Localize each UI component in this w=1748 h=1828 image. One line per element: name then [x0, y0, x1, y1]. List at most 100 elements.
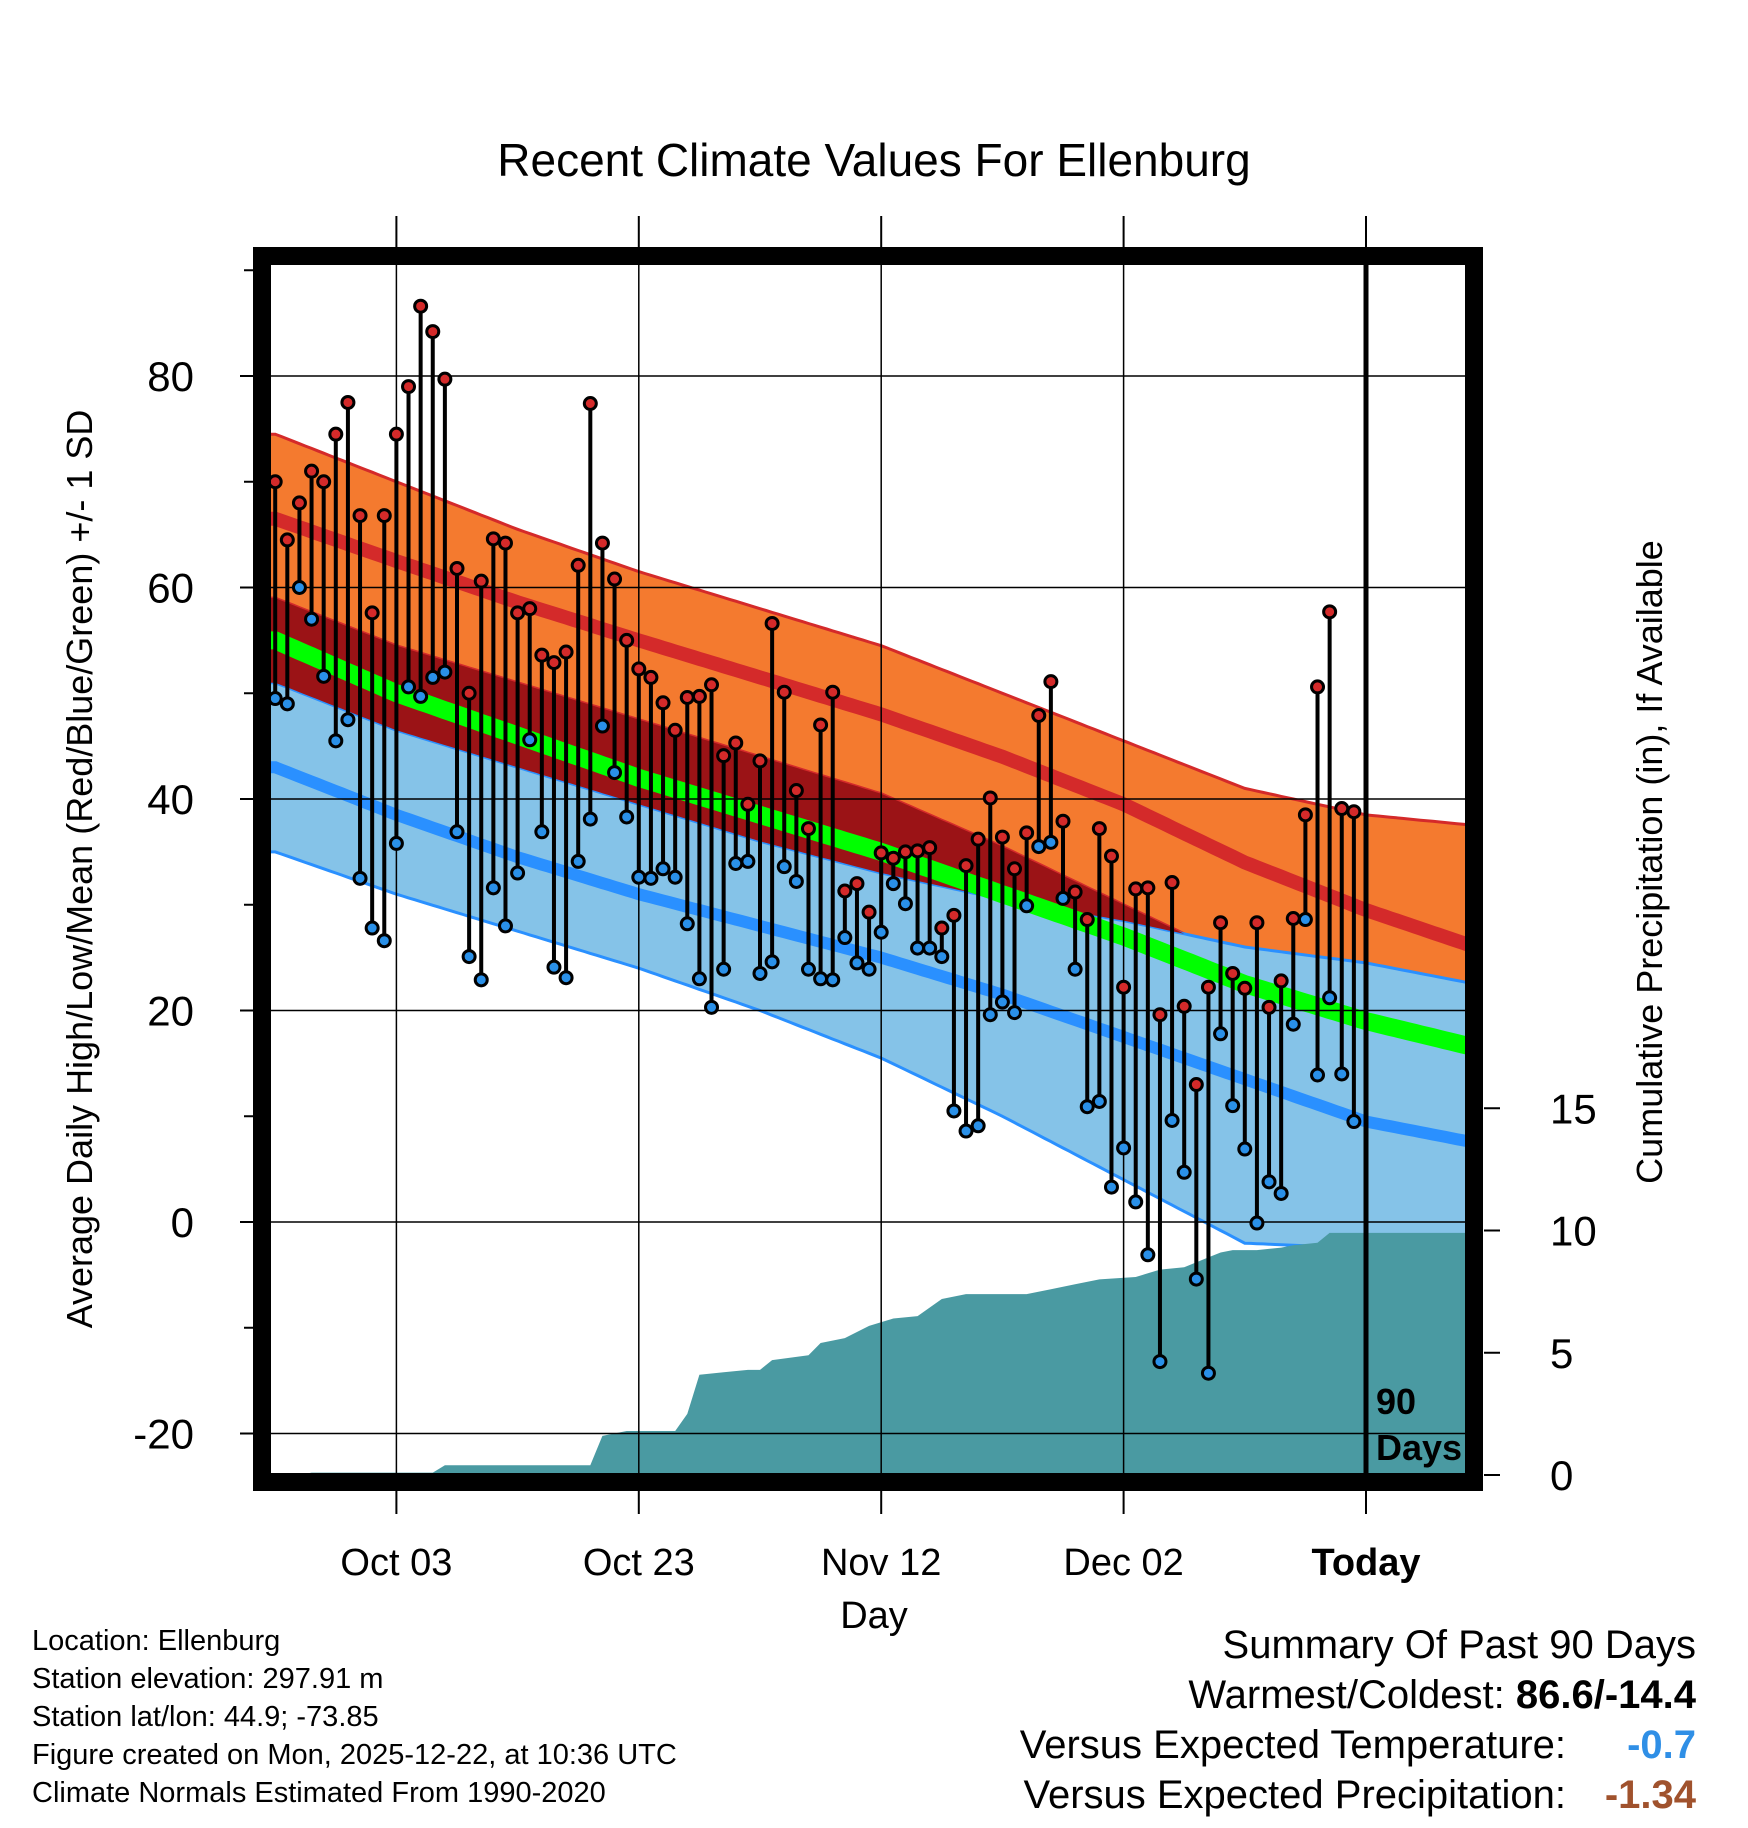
daily-low-point [1152, 1354, 1168, 1370]
daily-high-point [946, 907, 962, 923]
daily-low-point [994, 994, 1010, 1010]
daily-low-point [1249, 1215, 1265, 1231]
daily-low-point [667, 869, 683, 885]
daily-high-point [1213, 915, 1229, 931]
precip-anomaly-value: -1.34 [1604, 1773, 1696, 1817]
daily-low-point [861, 961, 877, 977]
y2-tick-label: 10 [1550, 1208, 1597, 1255]
daily-high-point [304, 463, 320, 479]
y-tick-label: 80 [147, 353, 194, 400]
daily-high-point [1249, 915, 1265, 931]
daily-high-point [958, 858, 974, 874]
daily-high-point [1140, 880, 1156, 896]
temp-anomaly-value: -0.7 [1627, 1723, 1696, 1767]
daily-high-point [1116, 979, 1132, 995]
daily-low-point [510, 865, 526, 881]
daily-low-point [825, 972, 841, 988]
daily-high-point [1007, 861, 1023, 877]
daily-high-point [691, 688, 707, 704]
daily-low-point [473, 972, 489, 988]
daily-low-point [352, 870, 368, 886]
daily-high-point [1322, 604, 1338, 620]
daily-high-point [1128, 881, 1144, 897]
daily-high-point [425, 324, 441, 340]
daily-high-point [1055, 813, 1071, 829]
daily-high-point [1152, 1007, 1168, 1023]
temp-anomaly-row: Versus Expected Temperature: -0.7 [1020, 1720, 1696, 1770]
daily-low-point [1273, 1185, 1289, 1201]
y-tick-label: 20 [147, 988, 194, 1035]
daily-low-point [800, 961, 816, 977]
daily-high-point [1079, 912, 1095, 928]
warmest-coldest-row: Warmest/Coldest: 86.6/-14.4 [1020, 1670, 1696, 1720]
daily-low-point [1261, 1174, 1277, 1190]
daily-low-point [376, 933, 392, 949]
y-axis-label: Average Daily High/Low/Mean (Red/Blue/Gr… [59, 410, 100, 1329]
daily-low-point [316, 668, 332, 684]
y2-tick-label: 15 [1550, 1085, 1597, 1132]
daily-high-point [1237, 980, 1253, 996]
daily-high-point [1225, 965, 1241, 981]
daily-high-point [1200, 979, 1216, 995]
daily-high-point [461, 685, 477, 701]
daily-high-point [1346, 804, 1362, 820]
daily-high-point [837, 883, 853, 899]
daily-low-point [1091, 1093, 1107, 1109]
daily-low-point [740, 853, 756, 869]
precip-anomaly-row: Versus Expected Precipitation: -1.34 [1020, 1770, 1696, 1820]
daily-high-point [413, 298, 429, 314]
daily-low-point [364, 920, 380, 936]
summary-heading: Summary Of Past 90 Days [1222, 1623, 1696, 1667]
daily-high-point [679, 689, 695, 705]
daily-low-point [691, 971, 707, 987]
daily-low-point [837, 930, 853, 946]
daily-high-point [619, 632, 635, 648]
y-tick-label: 60 [147, 565, 194, 612]
daily-low-point [328, 733, 344, 749]
days-marker-label-text: Days [1376, 1427, 1462, 1468]
normal-bands [267, 432, 1474, 1256]
daily-high-point [279, 532, 295, 548]
daily-low-point [970, 1118, 986, 1134]
daily-high-point [352, 508, 368, 524]
latlon-text: Station lat/lon: 44.9; -73.85 [32, 1701, 379, 1733]
daily-high-point [522, 601, 538, 617]
warmest-label: Warmest/Coldest: [1188, 1673, 1516, 1717]
daily-low-point [716, 961, 732, 977]
daily-high-point [934, 920, 950, 936]
daily-high-point [643, 669, 659, 685]
y-tick-label: 40 [147, 776, 194, 823]
daily-low-point [1140, 1247, 1156, 1263]
daily-high-point [631, 661, 647, 677]
normals-text: Climate Normals Estimated From 1990-2020 [32, 1777, 606, 1809]
precipitation-layer [275, 1232, 1474, 1475]
x-tick-label: Today [1311, 1542, 1420, 1584]
daily-high-point [873, 845, 889, 861]
daily-high-point [704, 677, 720, 693]
daily-low-point [1225, 1098, 1241, 1114]
daily-high-point [1103, 848, 1119, 864]
daily-high-point [1091, 821, 1107, 837]
daily-low-point [934, 949, 950, 965]
daily-low-point [897, 896, 913, 912]
daily-low-point [607, 765, 623, 781]
daily-low-point [1079, 1099, 1095, 1115]
daily-low-point [813, 971, 829, 987]
daily-low-point [643, 870, 659, 886]
daily-low-point [413, 688, 429, 704]
daily-low-point [340, 712, 356, 728]
y2-tick-label: 5 [1550, 1330, 1573, 1377]
daily-low-point [946, 1103, 962, 1119]
daily-high-point [473, 573, 489, 589]
daily-low-point [291, 580, 307, 595]
elevation-text: Station elevation: 297.91 m [32, 1663, 384, 1695]
daily-high-point [897, 844, 913, 860]
daily-low-point [776, 859, 792, 875]
y2-tick-label: 0 [1550, 1452, 1573, 1499]
x-tick-label: Dec 02 [1063, 1542, 1183, 1584]
daily-high-point [788, 783, 804, 799]
daily-high-point [291, 495, 307, 511]
daily-high-point [607, 571, 623, 587]
daily-low-point [752, 965, 768, 981]
daily-low-point [704, 999, 720, 1015]
